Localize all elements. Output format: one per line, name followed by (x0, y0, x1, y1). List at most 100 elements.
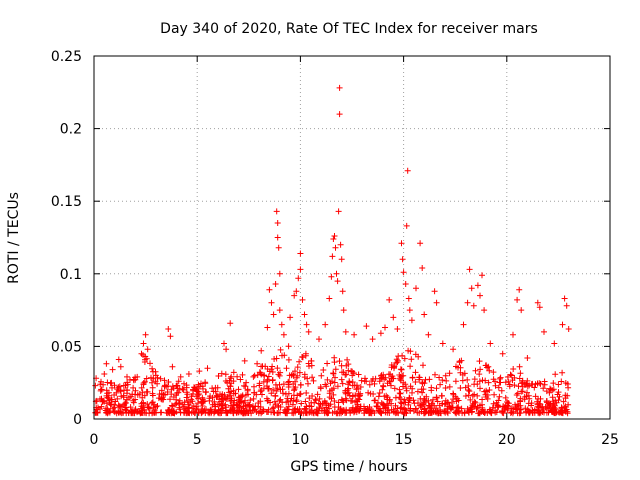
data-point-dense (548, 407, 555, 414)
data-point (333, 270, 340, 277)
data-point-dense (338, 396, 345, 403)
data-point-dense (294, 364, 301, 371)
data-point-dense (130, 399, 137, 406)
data-point (144, 346, 151, 353)
data-point-dense (421, 380, 428, 387)
data-point-dense (183, 389, 190, 396)
data-point-dense (121, 402, 128, 409)
data-point-dense (450, 390, 457, 397)
data-point-dense (446, 370, 453, 377)
data-point-dense (398, 400, 405, 407)
data-point-dense (170, 385, 177, 392)
data-point-dense (198, 380, 204, 387)
data-point-dense (256, 382, 263, 389)
data-point (470, 302, 477, 309)
data-point (433, 299, 440, 306)
data-point-dense (379, 401, 386, 408)
data-point-dense (433, 394, 440, 401)
data-point-dense (482, 391, 489, 398)
data-point-dense (452, 378, 459, 385)
data-point-dense (407, 405, 414, 412)
data-point-dense (352, 392, 359, 399)
data-point-dense (272, 392, 279, 399)
data-point (301, 311, 308, 318)
data-point-dense (286, 378, 293, 385)
data-point-dense (543, 409, 550, 416)
data-point-dense (553, 399, 560, 406)
data-point (329, 253, 336, 260)
x-tick-label: 5 (193, 432, 202, 448)
data-point-dense (290, 397, 297, 404)
data-point-dense (479, 377, 486, 384)
data-point (167, 333, 174, 340)
data-point-dense (222, 371, 229, 378)
data-point-dense (558, 404, 565, 411)
data-point-dense (191, 384, 197, 391)
data-point-dense (273, 388, 280, 394)
data-point-dense (269, 376, 276, 383)
data-point-dense (189, 391, 196, 397)
data-point-dense (269, 405, 276, 412)
data-point-dense (243, 392, 249, 398)
data-point-dense (466, 388, 473, 395)
data-point (278, 321, 285, 328)
data-point-dense (140, 402, 147, 409)
data-point-dense (321, 398, 328, 405)
data-point (227, 320, 234, 327)
data-point-dense (380, 383, 387, 390)
data-point (291, 292, 298, 299)
data-point-dense (537, 395, 544, 402)
data-point (335, 208, 342, 215)
data-point-dense (226, 377, 233, 384)
data-point-dense (496, 379, 503, 386)
data-point (400, 269, 407, 276)
data-point-dense (296, 358, 303, 365)
data-point-dense (546, 402, 553, 409)
data-point-dense (391, 409, 398, 416)
data-point-dense (139, 394, 146, 401)
data-point-dense (522, 405, 529, 412)
data-point (340, 307, 347, 314)
data-point (394, 326, 401, 332)
data-point-dense (115, 409, 122, 416)
data-point-dense (455, 364, 461, 371)
data-point-dense (471, 376, 478, 383)
data-point-dense (260, 378, 267, 385)
data-point-dense (331, 359, 338, 366)
data-point-dense (259, 391, 265, 398)
data-point-dense (421, 405, 428, 412)
data-point-dense (175, 399, 182, 406)
data-point-dense (515, 402, 522, 409)
data-point-dense (230, 369, 237, 376)
data-point-dense (132, 396, 139, 403)
data-point-dense (453, 398, 460, 405)
data-point-dense (386, 410, 393, 416)
data-point-dense (264, 397, 271, 404)
data-point (264, 324, 271, 331)
data-point-dense (183, 382, 190, 389)
data-point-dense (283, 399, 290, 406)
data-point-dense (134, 409, 140, 416)
data-point-dense (129, 407, 135, 414)
data-point-dense (169, 403, 176, 410)
data-point-dense (274, 385, 281, 392)
data-point-dense (218, 370, 225, 377)
data-point-dense (183, 410, 190, 417)
data-point-dense (339, 369, 345, 376)
data-point-dense (264, 376, 271, 383)
data-point-dense (391, 364, 397, 371)
data-point-dense (285, 343, 292, 350)
data-point (474, 282, 481, 289)
data-point-dense (356, 396, 363, 403)
data-point-dense (253, 391, 260, 398)
data-point-dense (268, 390, 275, 397)
data-point-dense (512, 401, 518, 408)
data-point (331, 233, 338, 239)
data-point (408, 317, 415, 324)
data-point (274, 234, 281, 241)
data-point-dense (173, 382, 180, 389)
data-point-dense (531, 384, 538, 391)
data-point-dense (409, 374, 416, 381)
data-point-dense (209, 385, 216, 392)
data-point-dense (343, 397, 350, 404)
